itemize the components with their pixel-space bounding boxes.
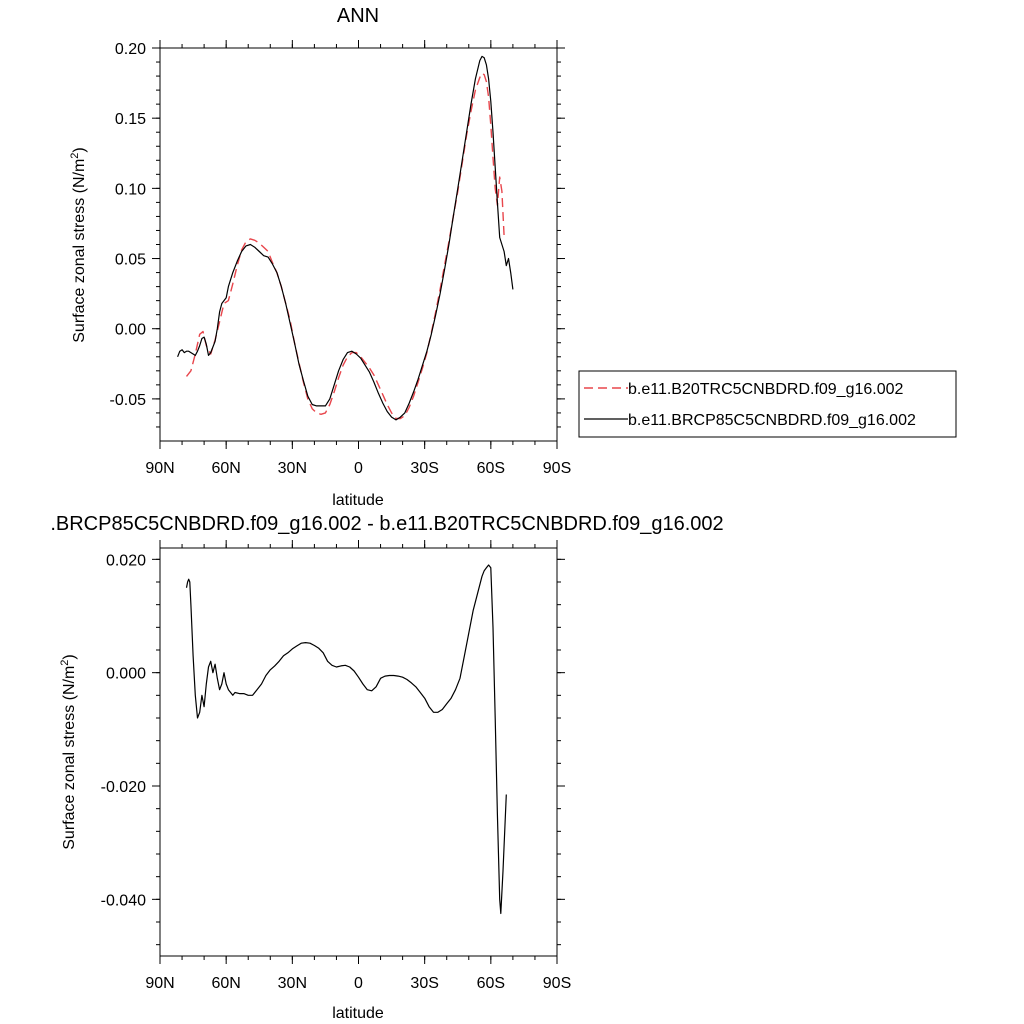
y-axis-ticks: 0.20 0.15 0.10 0.05 0.00 -0.05 bbox=[110, 41, 565, 428]
y-tick-label: 0.10 bbox=[115, 181, 146, 198]
y-tick-label: 0.020 bbox=[106, 552, 146, 569]
legend-label: b.e11.BRCP85C5CNBDRD.f09_g16.002 bbox=[628, 412, 916, 429]
y-tick-label: -0.040 bbox=[101, 892, 146, 909]
series-group bbox=[177, 55, 514, 421]
y-tick-label: 0.05 bbox=[115, 252, 146, 269]
chart-annual-stress: ANN 0.20 0.15 0.10 0.05 0.00 -0.05 90N 60N 30N 0… bbox=[69, 5, 957, 509]
legend-label: b.e11.B20TRC5CNBDRD.f09_g16.002 bbox=[628, 381, 904, 398]
x-tick-label: 0 bbox=[354, 460, 363, 477]
x-tick-label: 30N bbox=[278, 460, 307, 477]
x-tick-label: 90N bbox=[145, 975, 174, 992]
y-axis-label: Surface zonal stress (N/m2) bbox=[69, 147, 88, 343]
y-tick-label: 0.15 bbox=[115, 111, 146, 128]
series-line-dashed bbox=[185, 72, 505, 420]
x-tick-label: 90N bbox=[145, 460, 174, 477]
y-tick-label: -0.05 bbox=[110, 392, 147, 409]
series-line-solid bbox=[185, 564, 507, 915]
x-tick-label: 0 bbox=[354, 975, 363, 992]
x-axis-label: latitude bbox=[332, 492, 384, 509]
x-tick-label: 30N bbox=[278, 975, 307, 992]
y-axis-ticks: 0.020 0.000 -0.020 -0.040 bbox=[101, 552, 565, 946]
y-tick-label: -0.020 bbox=[101, 779, 146, 796]
plot-frame bbox=[159, 47, 558, 442]
plot-frame bbox=[159, 547, 558, 957]
y-tick-label: 0.00 bbox=[115, 322, 146, 339]
x-tick-label: 90S bbox=[543, 460, 571, 477]
x-tick-label: 60S bbox=[477, 460, 505, 477]
series-line-solid bbox=[177, 55, 514, 421]
series-group bbox=[185, 564, 507, 915]
legend-frame bbox=[578, 370, 957, 438]
x-tick-label: 60N bbox=[211, 460, 240, 477]
legend: b.e11.B20TRC5CNBDRD.f09_g16.002 b.e11.BR… bbox=[578, 370, 957, 438]
chart-title: ANN bbox=[337, 5, 379, 27]
x-tick-label: 60N bbox=[211, 975, 240, 992]
x-tick-label: 30S bbox=[410, 460, 438, 477]
y-axis-label: Surface zonal stress (N/m2) bbox=[59, 654, 78, 850]
x-axis-ticks: 90N 60N 30N 0 30S 60S 90S bbox=[145, 540, 571, 992]
x-axis-ticks: 90N 60N 30N 0 30S 60S 90S bbox=[145, 40, 571, 477]
chart-title: .BRCP85C5CNBDRD.f09_g16.002 - b.e11.B20T… bbox=[50, 513, 723, 535]
x-axis-label: latitude bbox=[332, 1005, 384, 1022]
x-tick-label: 60S bbox=[477, 975, 505, 992]
x-tick-label: 30S bbox=[410, 975, 438, 992]
chart-difference-stress: .BRCP85C5CNBDRD.f09_g16.002 - b.e11.B20T… bbox=[50, 513, 723, 1022]
y-tick-label: 0.20 bbox=[115, 41, 146, 58]
y-tick-label: 0.000 bbox=[106, 666, 146, 683]
x-tick-label: 90S bbox=[543, 975, 571, 992]
